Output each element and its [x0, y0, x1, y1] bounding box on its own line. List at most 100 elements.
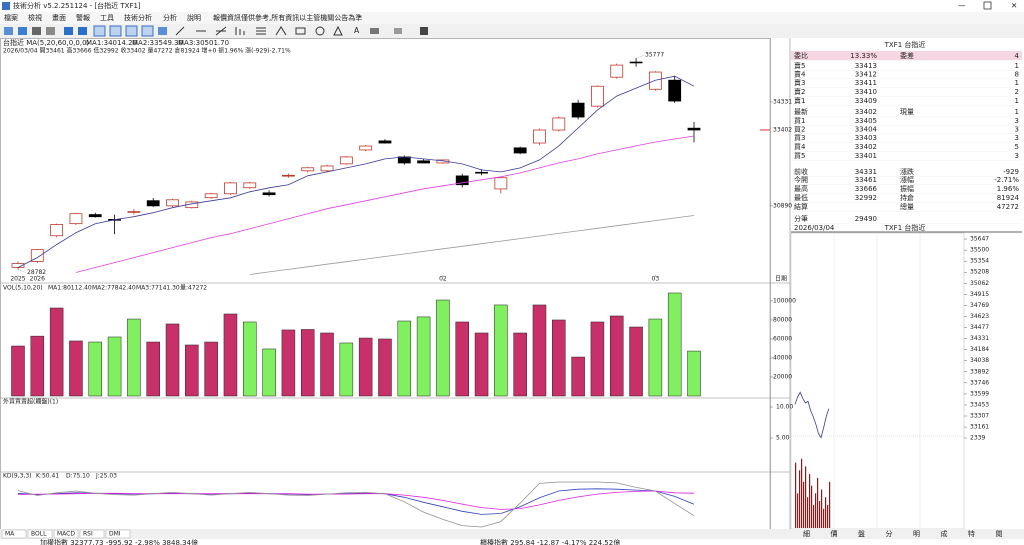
tool-icon[interactable]: [256, 27, 266, 35]
candle-body: [146, 200, 160, 207]
quote-label: 買4: [794, 143, 806, 151]
tab-label: BOLL: [31, 531, 47, 538]
menu-item[interactable]: 說明: [187, 13, 201, 22]
menu-item[interactable]: 檔案: [4, 13, 18, 22]
info-line: 2026/03/04 開33461 高33666 低32992 收33402 量…: [3, 47, 291, 55]
y-tick-label: 33599: [970, 390, 989, 397]
x-tick-label: 02: [439, 276, 447, 283]
panel-tab[interactable]: 明: [913, 530, 920, 538]
close-button[interactable]: ✕: [1011, 1, 1017, 10]
tool-icon[interactable]: [32, 27, 41, 35]
tool-icon[interactable]: [315, 26, 325, 36]
tab-bar: [0, 529, 1024, 539]
volume-bar: [513, 332, 527, 397]
tool-icon[interactable]: [420, 27, 428, 35]
minimize-button[interactable]: —: [958, 1, 966, 10]
quote-value: 5: [1015, 143, 1019, 151]
tool-icon[interactable]: [394, 28, 402, 34]
tool-icon[interactable]: [275, 26, 287, 36]
panel-tab[interactable]: 分: [886, 529, 893, 538]
tool-icon[interactable]: [78, 27, 87, 35]
volume-bar: [30, 335, 45, 397]
tab-label: RSI: [83, 531, 93, 538]
candle-body: [339, 156, 353, 165]
tool-icon[interactable]: [175, 26, 185, 36]
candle-body: [629, 61, 643, 64]
menu-item[interactable]: 畫面: [52, 13, 66, 22]
menu-item[interactable]: 警報: [76, 13, 90, 22]
quote-highlight: [791, 51, 1022, 60]
panel-tab[interactable]: 盤: [858, 529, 865, 538]
tool-icon[interactable]: [215, 26, 227, 36]
candle-body: [166, 199, 179, 207]
tool-icon[interactable]: A: [354, 26, 360, 35]
panel-tab[interactable]: 特: [968, 529, 975, 538]
panel-tab[interactable]: 成: [941, 529, 948, 538]
tool-icon[interactable]: [4, 27, 13, 35]
quote-label: 買5: [794, 152, 805, 160]
menu-item[interactable]: 分析: [163, 13, 177, 22]
candle-body: [359, 145, 373, 151]
tool-icon[interactable]: [18, 27, 27, 35]
mini-volume-bar: [797, 493, 799, 528]
candle-body: [378, 140, 392, 144]
candle-body: [127, 211, 141, 213]
tool-icon[interactable]: [125, 25, 138, 37]
tool-icon[interactable]: [64, 27, 73, 35]
y-tick-label: 35647: [970, 236, 989, 243]
quote-label: 賣3: [794, 78, 805, 87]
tab[interactable]: [53, 529, 79, 539]
menu-item[interactable]: 檢視: [28, 13, 42, 22]
panel-tab[interactable]: 細: [803, 529, 810, 538]
volume-bar: [609, 315, 624, 397]
menu-item[interactable]: 工具: [100, 14, 114, 22]
y-tick-label: 35208: [970, 269, 989, 276]
y-tick-label: 80000: [773, 316, 792, 323]
tool-icon[interactable]: [46, 27, 55, 35]
legend-entry: 量:47272: [180, 285, 207, 292]
volume-bar: [146, 341, 160, 397]
tool-icon[interactable]: [141, 25, 154, 37]
candle-body: [475, 171, 488, 174]
app-icon: [2, 2, 10, 10]
quote-value: 1: [1015, 62, 1019, 70]
tool-icon[interactable]: [93, 25, 106, 37]
tool-icon[interactable]: [295, 27, 306, 35]
volume-bar: [223, 313, 238, 397]
candle-body: [243, 182, 257, 189]
quote-label: 買3: [794, 134, 805, 142]
x-tick-label: 03: [652, 276, 660, 283]
series-line: [17, 75, 695, 268]
y-tick-label: 35354: [970, 258, 989, 265]
volume-bar: [165, 323, 180, 397]
candle-body: [320, 165, 334, 172]
volume-bar: [204, 341, 218, 397]
menu-item[interactable]: 技術分析: [124, 13, 152, 22]
tab[interactable]: [1, 529, 27, 539]
tool-icon[interactable]: [158, 27, 167, 35]
tool-icon[interactable]: [370, 28, 379, 34]
quote-label: 賣1: [794, 96, 805, 105]
tab[interactable]: [27, 529, 53, 539]
tool-icon[interactable]: [333, 25, 343, 36]
maximize-button[interactable]: [983, 1, 992, 10]
tab[interactable]: [105, 529, 131, 539]
tool-icon[interactable]: [235, 27, 245, 35]
tab[interactable]: [79, 529, 105, 539]
panel-tab[interactable]: 閱: [996, 530, 1003, 538]
tab-label: DMI: [109, 531, 121, 538]
panel-tab[interactable]: 價: [831, 529, 838, 538]
quote-label: 漲跌: [900, 167, 914, 176]
x-tick-label: 2026: [30, 276, 45, 283]
quote-value: 33461: [855, 176, 877, 184]
tool-icon[interactable]: [109, 25, 122, 37]
date-axis-label: 日期: [775, 275, 787, 283]
candle-body: [88, 214, 102, 218]
volume-bar: [571, 356, 585, 397]
quote-value: 32992: [855, 194, 877, 202]
y-tick-label: 34477: [970, 324, 989, 331]
quote-value: 3: [1015, 152, 1019, 160]
chart-title: 台指近 MA(5,20,60,0,0,0): [3, 38, 90, 47]
y-tick-label: 33892: [970, 368, 989, 375]
quote-value: 33411: [855, 79, 877, 87]
